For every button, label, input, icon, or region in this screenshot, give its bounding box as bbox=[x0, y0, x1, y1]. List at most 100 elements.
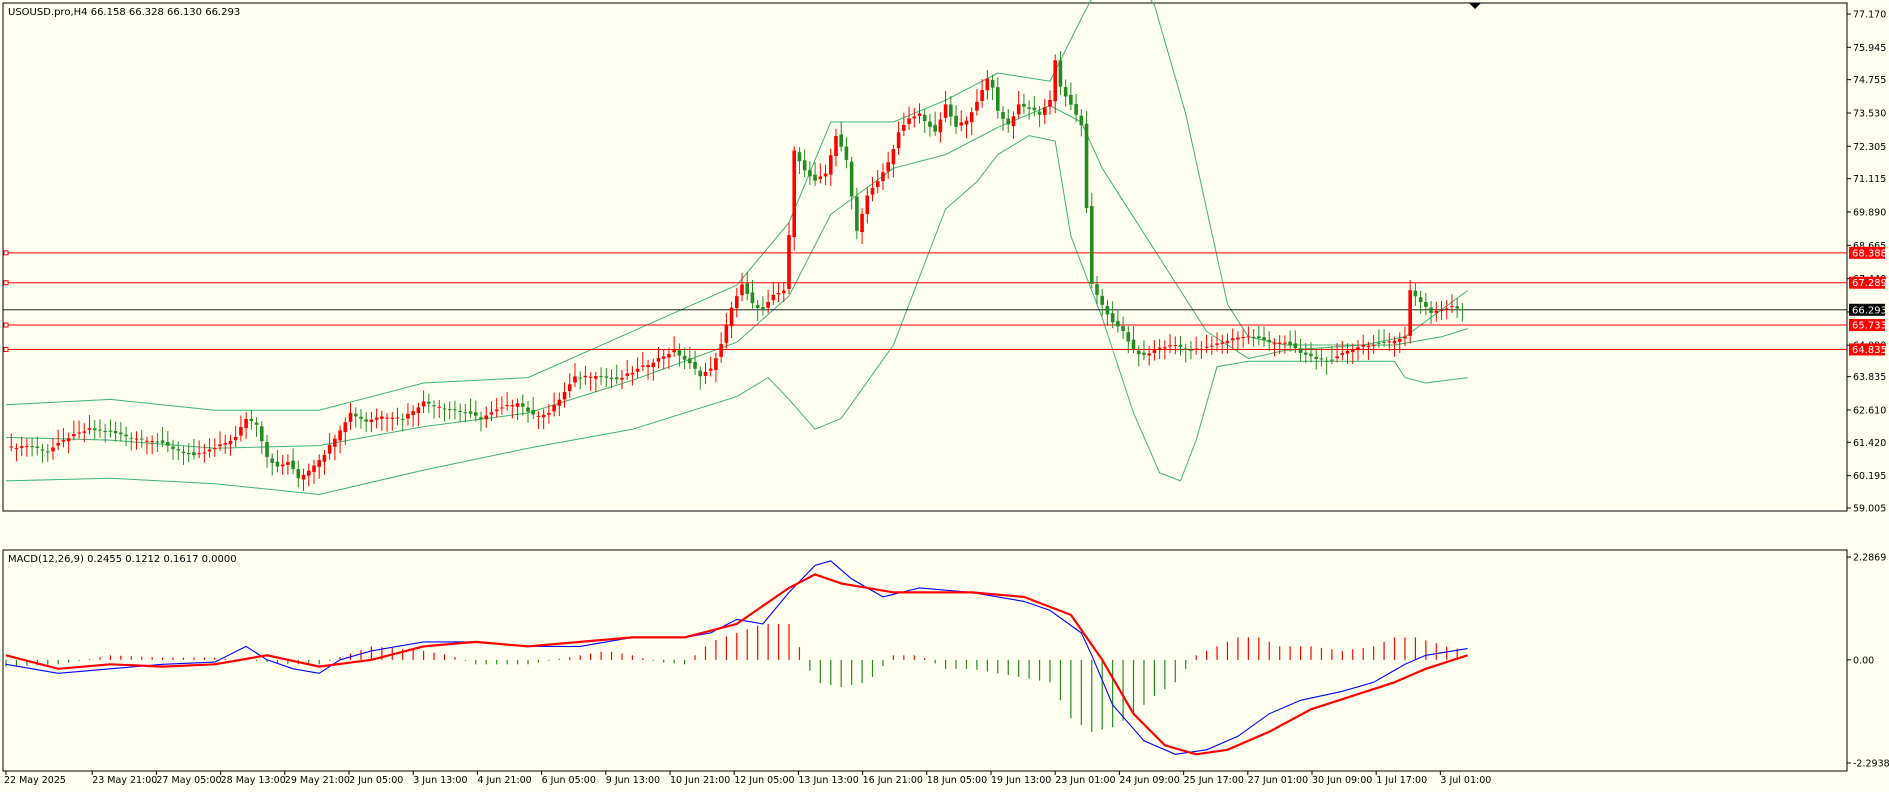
candle[interactable] bbox=[30, 437, 34, 457]
candle[interactable] bbox=[771, 281, 776, 305]
candle[interactable] bbox=[724, 313, 729, 349]
candle[interactable] bbox=[573, 363, 577, 388]
candle[interactable] bbox=[672, 336, 676, 357]
candle[interactable] bbox=[1382, 329, 1386, 347]
candle[interactable] bbox=[82, 423, 87, 443]
candle[interactable] bbox=[129, 432, 134, 451]
candle[interactable] bbox=[468, 398, 473, 419]
candle[interactable] bbox=[1053, 54, 1058, 114]
candle[interactable] bbox=[834, 128, 838, 167]
candle[interactable] bbox=[87, 415, 92, 435]
candle[interactable] bbox=[1340, 340, 1345, 361]
candle[interactable] bbox=[510, 399, 515, 419]
candle[interactable] bbox=[432, 400, 436, 419]
candle[interactable] bbox=[1350, 343, 1355, 364]
candle[interactable] bbox=[500, 396, 504, 415]
candle[interactable] bbox=[1042, 98, 1047, 125]
candle[interactable] bbox=[301, 468, 306, 491]
candle[interactable] bbox=[453, 400, 457, 420]
candle[interactable] bbox=[259, 421, 264, 454]
candle[interactable] bbox=[661, 349, 666, 370]
candle[interactable] bbox=[103, 423, 107, 443]
candle[interactable] bbox=[740, 272, 744, 302]
candle[interactable] bbox=[735, 287, 739, 318]
candle[interactable] bbox=[1345, 343, 1350, 364]
candle[interactable] bbox=[239, 415, 243, 442]
candle[interactable] bbox=[635, 357, 640, 379]
candle[interactable] bbox=[1298, 338, 1303, 362]
candle[interactable] bbox=[1319, 348, 1324, 367]
candle[interactable] bbox=[1324, 356, 1329, 375]
candle[interactable] bbox=[750, 280, 755, 309]
candle[interactable] bbox=[77, 420, 81, 439]
candle[interactable] bbox=[745, 271, 750, 301]
candle[interactable] bbox=[949, 95, 953, 126]
candle[interactable] bbox=[359, 409, 363, 429]
candle[interactable] bbox=[907, 106, 911, 130]
candle[interactable] bbox=[1408, 280, 1412, 344]
candle[interactable] bbox=[1429, 300, 1433, 324]
candle[interactable] bbox=[1277, 335, 1282, 355]
candle[interactable] bbox=[594, 371, 598, 393]
chart-shift-marker[interactable] bbox=[1469, 3, 1481, 9]
candle[interactable] bbox=[1262, 326, 1266, 347]
candle[interactable] bbox=[1136, 345, 1141, 367]
candle[interactable] bbox=[98, 419, 102, 438]
candle[interactable] bbox=[479, 411, 483, 432]
candle[interactable] bbox=[124, 426, 128, 446]
candle[interactable] bbox=[1293, 330, 1298, 353]
candle[interactable] bbox=[808, 161, 812, 185]
candle[interactable] bbox=[964, 116, 969, 139]
candle[interactable] bbox=[1246, 326, 1251, 345]
candle[interactable] bbox=[421, 390, 426, 414]
candle[interactable] bbox=[938, 112, 943, 143]
candle[interactable] bbox=[1251, 329, 1256, 347]
candle[interactable] bbox=[202, 443, 207, 463]
candle[interactable] bbox=[828, 148, 833, 186]
candle[interactable] bbox=[969, 107, 974, 136]
candle[interactable] bbox=[1199, 341, 1204, 359]
candle[interactable] bbox=[317, 454, 321, 479]
candle[interactable] bbox=[1241, 329, 1245, 348]
candle[interactable] bbox=[641, 352, 645, 372]
candle[interactable] bbox=[1084, 111, 1089, 214]
candle[interactable] bbox=[291, 448, 295, 475]
candle[interactable] bbox=[197, 440, 201, 459]
candle[interactable] bbox=[254, 417, 259, 438]
candle[interactable] bbox=[45, 444, 50, 462]
candle[interactable] bbox=[150, 435, 154, 455]
candle[interactable] bbox=[312, 459, 316, 484]
candle[interactable] bbox=[207, 438, 212, 458]
candle[interactable] bbox=[886, 151, 890, 179]
candle[interactable] bbox=[1309, 342, 1313, 363]
candle[interactable] bbox=[761, 296, 765, 316]
candle[interactable] bbox=[108, 419, 113, 438]
level-anchor[interactable] bbox=[3, 322, 9, 328]
candle[interactable] bbox=[703, 362, 708, 385]
candle[interactable] bbox=[223, 434, 228, 454]
candle[interactable] bbox=[228, 434, 233, 456]
candle[interactable] bbox=[1303, 343, 1308, 363]
candle[interactable] bbox=[1095, 276, 1099, 305]
candle[interactable] bbox=[552, 392, 556, 417]
candle[interactable] bbox=[1225, 333, 1230, 354]
candle[interactable] bbox=[766, 289, 770, 314]
candle[interactable] bbox=[1063, 79, 1068, 107]
candle[interactable] bbox=[1157, 338, 1162, 360]
candle[interactable] bbox=[1267, 331, 1272, 352]
candle[interactable] bbox=[265, 435, 269, 468]
candle[interactable] bbox=[442, 403, 447, 422]
candle[interactable] bbox=[708, 356, 713, 377]
candle[interactable] bbox=[244, 412, 248, 439]
candle[interactable] bbox=[306, 463, 311, 487]
candle[interactable] bbox=[192, 438, 196, 460]
candle[interactable] bbox=[1110, 301, 1115, 329]
candle[interactable] bbox=[588, 372, 593, 391]
candle[interactable] bbox=[385, 413, 389, 432]
candle[interactable] bbox=[802, 149, 807, 178]
candle[interactable] bbox=[1439, 300, 1444, 320]
candle[interactable] bbox=[1230, 328, 1235, 349]
candle[interactable] bbox=[614, 364, 619, 385]
candle[interactable] bbox=[933, 111, 937, 136]
candle[interactable] bbox=[369, 412, 374, 433]
